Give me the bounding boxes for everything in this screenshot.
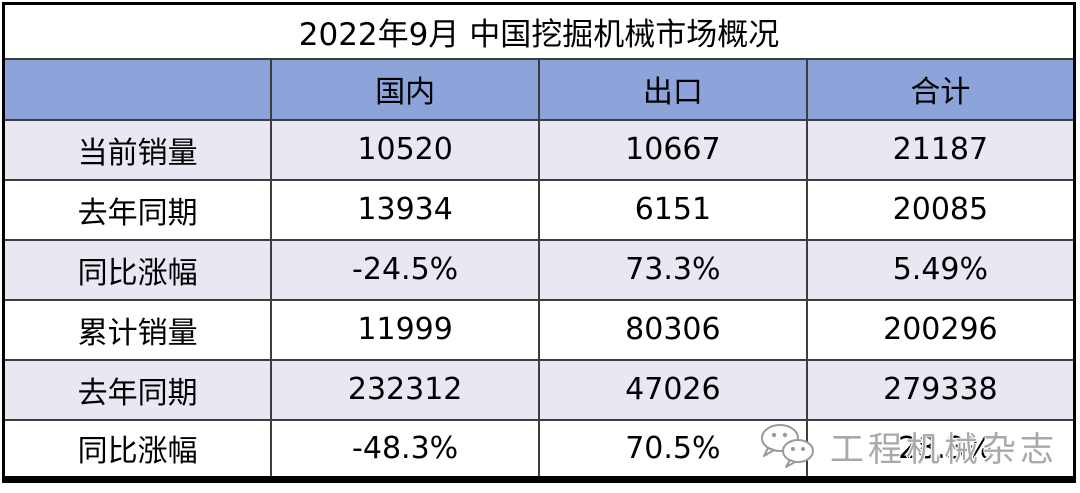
cell-value: 47026 <box>538 358 808 421</box>
table-row: 去年同期 13934 6151 20085 <box>2 178 1076 241</box>
row-label: 去年同期 <box>2 178 273 241</box>
table-title-row: 2022年9月 中国挖掘机械市场概况 <box>2 2 1076 60</box>
cell-value: 73.3% <box>538 238 808 301</box>
cell-value: 70.5% <box>538 418 808 481</box>
cell-value: 10520 <box>270 118 540 181</box>
table-row: 去年同期 232312 47026 279338 <box>2 358 1076 421</box>
column-header-export: 出口 <box>538 57 808 121</box>
cell-value: 200296 <box>805 298 1076 361</box>
column-header-domestic: 国内 <box>270 57 540 121</box>
cell-value: 10667 <box>538 118 808 181</box>
row-label: 当前销量 <box>2 118 273 181</box>
row-label: 去年同期 <box>2 358 273 421</box>
column-header-total: 合计 <box>805 57 1076 121</box>
table-header-row: 国内 出口 合计 <box>2 57 1076 121</box>
table-row: 累计销量 11999 80306 200296 <box>2 298 1076 361</box>
cell-value: -28.3% <box>805 418 1076 481</box>
cell-value: 80306 <box>538 298 808 361</box>
cell-value: 21187 <box>805 118 1076 181</box>
cell-value: 279338 <box>805 358 1076 421</box>
column-header-blank <box>2 57 273 121</box>
table-row: 同比涨幅 -24.5% 73.3% 5.49% <box>2 238 1076 301</box>
row-label: 累计销量 <box>2 298 273 361</box>
table-title: 2022年9月 中国挖掘机械市场概况 <box>2 2 1076 60</box>
cell-value: 6151 <box>538 178 808 241</box>
cell-value: -24.5% <box>270 238 540 301</box>
cell-value: 20085 <box>805 178 1076 241</box>
table-row: 同比涨幅 -48.3% 70.5% -28.3% <box>2 418 1076 481</box>
cell-value: 11999 <box>270 298 540 361</box>
market-overview-table: 2022年9月 中国挖掘机械市场概况 国内 出口 合计 当前销量 10520 1… <box>2 2 1076 483</box>
row-label: 同比涨幅 <box>2 418 273 481</box>
table-row: 当前销量 10520 10667 21187 <box>2 118 1076 181</box>
cell-value: -48.3% <box>270 418 540 481</box>
cell-value: 5.49% <box>805 238 1076 301</box>
row-label: 同比涨幅 <box>2 238 273 301</box>
cell-value: 232312 <box>270 358 540 421</box>
cell-value: 13934 <box>270 178 540 241</box>
